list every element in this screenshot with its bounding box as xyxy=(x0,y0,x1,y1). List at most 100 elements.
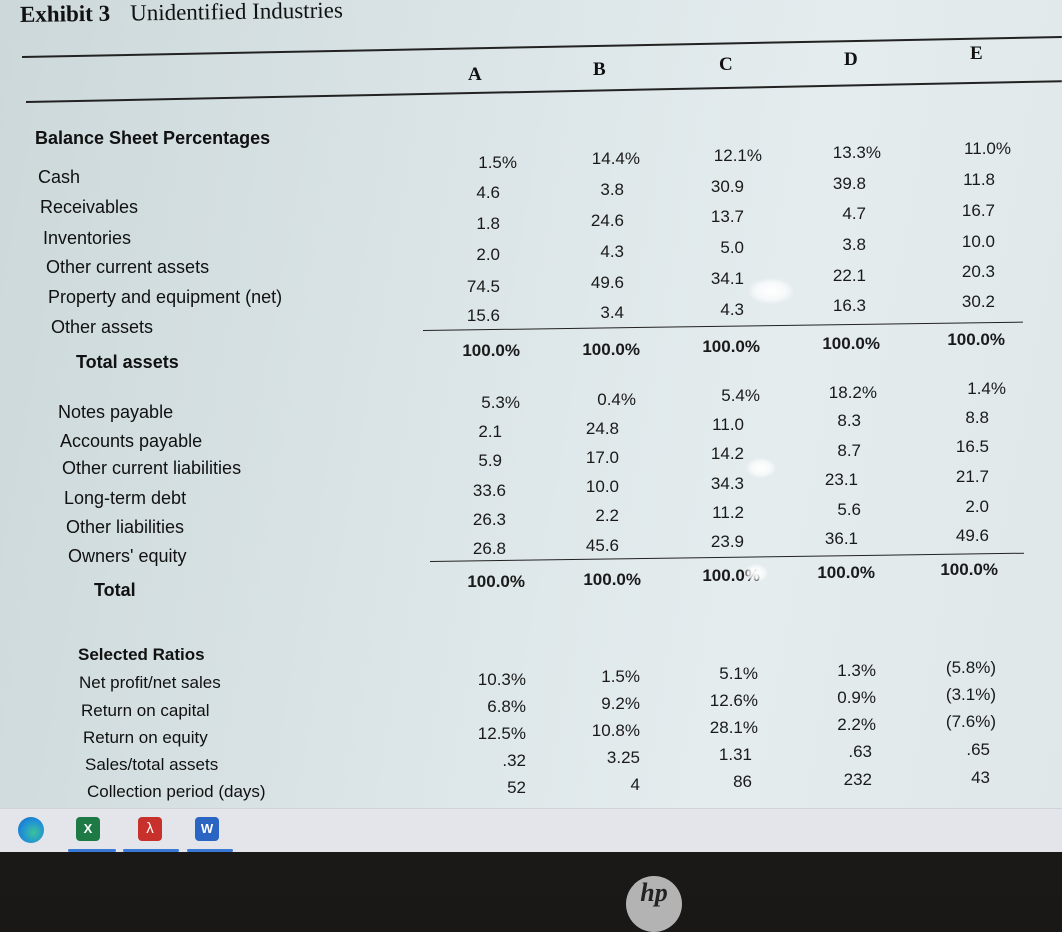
row-label-total-assets: Total assets xyxy=(76,352,179,372)
cell-c-notes-payable: 5.4% xyxy=(721,386,760,405)
cell-d-return-on-capital: 0.9% xyxy=(837,688,876,707)
row-label-accounts-payable: Accounts payable xyxy=(60,431,203,451)
cell-c-other-assets: 4.3 xyxy=(720,300,744,319)
cell-e-property: 20.3 xyxy=(961,262,995,281)
cell-e-owners-equity: 49.6 xyxy=(955,526,989,545)
cell-c-property: 34.1 xyxy=(710,269,744,288)
row-label-long-term-debt: Long-term debt xyxy=(64,488,187,508)
cell-a-inventories: 1.8 xyxy=(476,214,500,233)
cell-a-return-on-equity: 12.5% xyxy=(477,724,526,743)
cell-c-return-on-capital: 12.6% xyxy=(709,691,758,710)
exhibit-title: Exhibit 3 Unidentified Industries xyxy=(20,0,343,28)
acrobat-running-indicator xyxy=(123,849,179,852)
cell-c-accounts-payable: 11.0 xyxy=(712,415,744,434)
exhibit-name: Unidentified Industries xyxy=(129,0,343,26)
cell-e-sales-total-assets: .65 xyxy=(966,740,990,759)
cell-b-long-term-debt: 10.0 xyxy=(585,477,619,496)
cell-b-other-liab: 2.2 xyxy=(595,506,619,525)
edge-icon[interactable] xyxy=(18,817,44,843)
row-label-other-liabilities: Other liabilities xyxy=(66,517,185,537)
column-header-a: A xyxy=(468,64,482,85)
cell-a-total: 100.0% xyxy=(467,572,525,591)
cell-c-other-liab: 11.2 xyxy=(712,503,744,522)
exhibit-number: Exhibit 3 xyxy=(19,0,111,27)
cell-e-inventories: 16.7 xyxy=(961,201,995,220)
row-label-other-current-assets: Other current assets xyxy=(46,257,210,277)
section-heading-balance-sheet: Balance Sheet Percentages xyxy=(35,128,271,148)
cell-e-notes-payable: 1.4% xyxy=(967,379,1006,398)
cell-d-cash: 13.3% xyxy=(832,143,881,162)
excel-running-indicator xyxy=(68,849,116,852)
row-label-total: Total xyxy=(94,580,136,600)
section-heading-selected-ratios: Selected Ratios xyxy=(78,645,205,664)
row-label-sales-total-assets: Sales/total assets xyxy=(85,755,219,774)
row-label-cash: Cash xyxy=(38,167,81,187)
cell-a-other-current-liab: 5.9 xyxy=(478,451,502,470)
cell-c-total-assets: 100.0% xyxy=(702,337,760,356)
column-header-e: E xyxy=(970,43,983,64)
cell-b-sales-total-assets: 3.25 xyxy=(606,748,640,767)
cell-e-long-term-debt: 21.7 xyxy=(955,467,989,486)
cell-e-return-on-capital: (3.1%) xyxy=(945,685,996,704)
column-header-d: D xyxy=(844,49,858,70)
cell-a-return-on-capital: 6.8% xyxy=(487,697,526,716)
screen-glare xyxy=(748,278,794,304)
cell-a-total-assets: 100.0% xyxy=(462,341,520,360)
cell-a-net-profit: 10.3% xyxy=(477,670,526,689)
cell-c-inventories: 13.7 xyxy=(710,207,744,226)
header-top-rule xyxy=(21,36,1062,58)
cell-b-total-assets: 100.0% xyxy=(582,340,640,359)
acrobat-icon[interactable]: λ xyxy=(138,817,162,841)
cell-a-property: 74.5 xyxy=(466,277,500,296)
cell-e-total: 100.0% xyxy=(940,560,998,579)
cell-d-notes-payable: 18.2% xyxy=(828,383,877,402)
cell-a-other-assets: 15.6 xyxy=(466,306,500,325)
cell-b-notes-payable: 0.4% xyxy=(597,390,636,409)
cell-e-other-assets: 30.2 xyxy=(961,292,995,311)
cell-c-receivables: 30.9 xyxy=(710,177,744,196)
cell-a-sales-total-assets: .32 xyxy=(502,751,526,770)
cell-b-property: 49.6 xyxy=(590,273,624,292)
cell-c-return-on-equity: 28.1% xyxy=(709,718,758,737)
cell-a-other-liab: 26.3 xyxy=(472,510,506,529)
row-label-inventories: Inventories xyxy=(43,228,132,248)
cell-b-net-profit: 1.5% xyxy=(601,667,640,686)
row-label-other-current-liabilities: Other current liabilities xyxy=(62,458,242,478)
cell-d-collection-period: 232 xyxy=(843,770,872,789)
cell-b-other-assets: 3.4 xyxy=(600,303,624,322)
row-label-other-assets: Other assets xyxy=(51,317,154,337)
row-label-notes-payable: Notes payable xyxy=(58,402,174,422)
cell-b-return-on-equity: 10.8% xyxy=(591,721,640,740)
cell-d-accounts-payable: 8.3 xyxy=(837,411,861,430)
cell-e-receivables: 11.8 xyxy=(963,170,995,189)
cell-c-owners-equity: 23.9 xyxy=(710,532,744,551)
taskbar: X λ W xyxy=(0,808,1062,853)
cell-d-other-liab: 5.6 xyxy=(837,500,861,519)
cell-d-net-profit: 1.3% xyxy=(837,661,876,680)
cell-c-other-current: 5.0 xyxy=(720,238,744,257)
cell-c-sales-total-assets: 1.31 xyxy=(718,745,752,764)
word-running-indicator xyxy=(187,849,233,852)
cell-e-return-on-equity: (7.6%) xyxy=(945,712,996,731)
cell-b-receivables: 3.8 xyxy=(600,180,624,199)
cell-e-accounts-payable: 8.8 xyxy=(965,408,989,427)
row-label-property-equipment: Property and equipment (net) xyxy=(48,287,283,307)
row-label-net-profit: Net profit/net sales xyxy=(79,673,221,692)
cell-c-long-term-debt: 34.3 xyxy=(710,474,744,493)
cell-d-return-on-equity: 2.2% xyxy=(837,715,876,734)
cell-e-other-liab: 2.0 xyxy=(965,497,989,516)
cell-c-net-profit: 5.1% xyxy=(719,664,758,683)
excel-icon[interactable]: X xyxy=(76,817,100,841)
cell-a-cash: 1.5% xyxy=(478,153,517,172)
cell-b-accounts-payable: 24.8 xyxy=(585,419,619,438)
header-bottom-rule xyxy=(25,80,1062,103)
cell-d-receivables: 39.8 xyxy=(832,174,866,193)
cell-e-cash: 11.0% xyxy=(964,139,1011,158)
hp-logo: hp xyxy=(626,876,682,932)
cell-d-inventories: 4.7 xyxy=(842,204,866,223)
row-label-return-on-equity: Return on equity xyxy=(83,728,208,747)
word-icon[interactable]: W xyxy=(195,817,219,841)
cell-d-total-assets: 100.0% xyxy=(822,334,880,353)
cell-a-collection-period: 52 xyxy=(507,778,526,797)
screen-glare xyxy=(746,458,776,478)
